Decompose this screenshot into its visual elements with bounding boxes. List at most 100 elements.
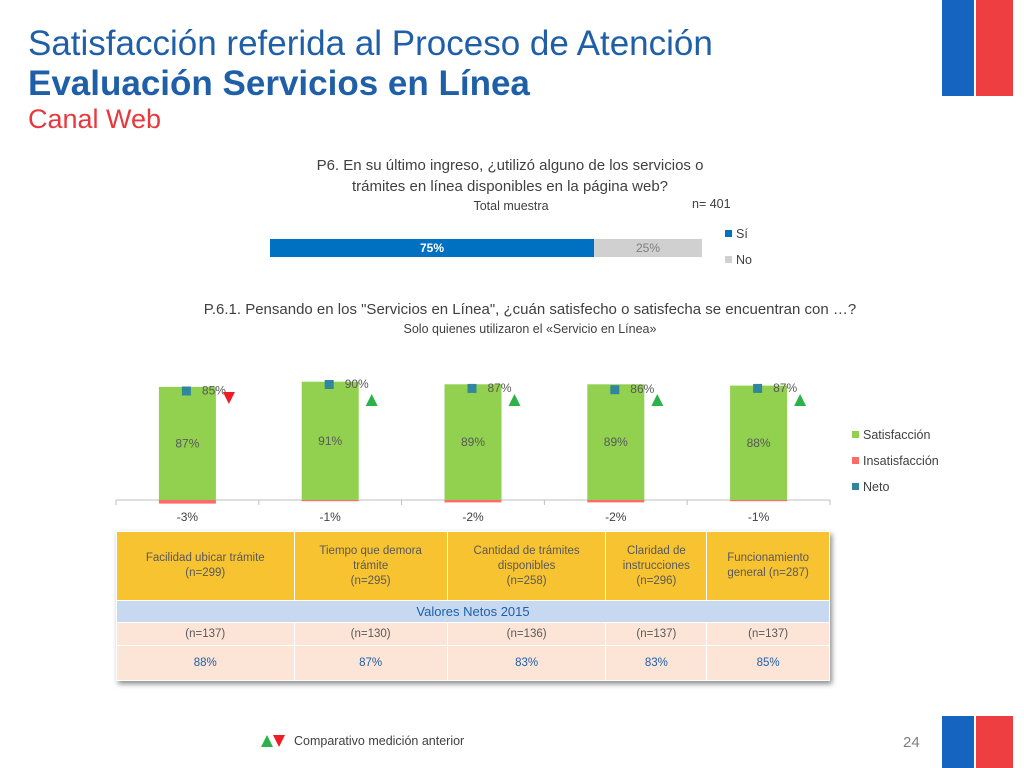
table-header-line: (n=258) [506, 574, 547, 587]
satisfaction-label: 88% [747, 436, 771, 450]
table-header-line: Facilidad ubicar trámite [145, 552, 265, 564]
neto-label: 87% [773, 381, 797, 395]
table-percent-cell: 83% [446, 645, 607, 681]
satisfaction-label: 89% [604, 435, 628, 449]
table-header-line: disponibles [497, 559, 556, 572]
insatisfaction-label: -1% [320, 510, 342, 524]
satisfaction-bar [444, 384, 502, 500]
table-header-line: Funcionamiento [727, 552, 810, 564]
table-sample-cell: (n=137) [116, 622, 295, 646]
bar-label-si: 75% [420, 241, 444, 255]
table-header-cell: Cantidad de trámites disponibles (n=258) [446, 531, 607, 601]
table-sample-cell: (n=137) [605, 622, 708, 646]
satisfaction-label: 91% [318, 434, 342, 448]
satisfaction-bar [730, 385, 788, 500]
insatisfaction-label: -1% [748, 510, 770, 524]
table-percent-cell: 83% [605, 645, 708, 681]
trend-down-icon [222, 392, 235, 404]
question1-subtitle: Total muestra [473, 199, 549, 213]
table-header-row: Facilidad ubicar trámite (n=299) Tiempo qu… [116, 531, 830, 601]
page-title: Satisfacción referida al Proceso de Aten… [28, 24, 713, 63]
legend-label-si: Sí [736, 227, 748, 241]
legend-label-no: No [736, 253, 752, 267]
question2-subtitle: Solo quienes utilizaron el «Servicio en … [403, 322, 657, 336]
satisfaction-bar [158, 386, 216, 500]
page-subtitle: Evaluación Servicios en Línea [28, 64, 530, 103]
trend-up-icon [365, 394, 378, 406]
table-header-cell: Funcionamiento general (n=287) [706, 531, 830, 601]
legend-neto-label: Neto [863, 480, 889, 494]
table-header-line: Claridad de [626, 544, 686, 557]
bar-si [270, 239, 594, 257]
flag-decoration-top-blue [942, 0, 974, 96]
legend-insatisfaccion-swatch [852, 457, 859, 464]
neto-marker [610, 385, 620, 395]
down-triangle-icon [273, 735, 285, 747]
net-values-2015-label: Valores Netos 2015 [116, 600, 830, 623]
satisfaction-label: 87% [175, 436, 199, 450]
insatisfaction-bar [301, 500, 359, 502]
insatisfaction-label: -2% [462, 510, 484, 524]
satisfaction-label: 89% [461, 435, 485, 449]
question1-sample-size: n= 401 [692, 197, 731, 211]
legend-insatisfaccion-label: Insatisfacción [863, 454, 939, 468]
table-header-line: instrucciones [622, 559, 690, 572]
table-header-cell: Facilidad ubicar trámite (n=299) [116, 531, 295, 601]
neto-label: 90% [345, 377, 369, 391]
trend-up-icon [651, 394, 664, 406]
question1-line2: trámites en línea disponibles en la pági… [351, 178, 669, 195]
insatisfaction-bar [444, 500, 502, 503]
bar-no [594, 239, 702, 257]
table-percent-cell: 88% [116, 645, 295, 681]
legend-satisfaccion-label: Satisfacción [863, 428, 930, 442]
flag-decoration-bottom-blue [942, 716, 974, 768]
neto-label: 85% [202, 384, 226, 398]
table-percent-cell: 87% [293, 645, 448, 681]
table-header-line: trámite [353, 559, 389, 572]
insatisfaction-label: -2% [605, 510, 627, 524]
question1-line1: P6. En su último ingreso, ¿utilizó algun… [316, 157, 704, 174]
neto-label: 87% [488, 381, 512, 395]
insatisfaction-bar [730, 500, 788, 502]
channel-label: Canal Web [28, 104, 162, 134]
table-header-line: (n=295) [350, 574, 391, 587]
bar-label-no: 25% [636, 241, 660, 255]
legend-swatch-si [725, 230, 732, 237]
up-triangle-icon [261, 735, 273, 747]
neto-marker [324, 380, 334, 389]
page-number: 24 [903, 734, 920, 751]
table-header-line: Tiempo que demora [319, 544, 422, 557]
table-header-line: (n=296) [636, 574, 677, 587]
table-percent-row: 88% 87% 83% 83% 85% [116, 645, 830, 681]
usage-bar-chart: 75% 25% Sí No [270, 227, 752, 267]
table-sample-row: (n=137) (n=130) (n=136) (n=137) (n=137) [116, 622, 830, 646]
neto-marker [467, 383, 477, 393]
insatisfaction-bar [158, 500, 216, 504]
table-header-cell: Tiempo que demora trámite (n=295) [293, 531, 448, 601]
net-values-table: Facilidad ubicar trámite (n=299) Tiempo qu… [116, 531, 830, 681]
satisfaction-bar [587, 384, 645, 500]
table-sample-cell: (n=130) [293, 622, 448, 646]
trend-up-icon [508, 394, 521, 406]
neto-marker [753, 383, 763, 393]
table-subheader-row: Valores Netos 2015 [116, 600, 830, 623]
table-sample-cell: (n=137) [706, 622, 830, 646]
table-header-cell: Claridad de instrucciones (n=296) [605, 531, 708, 601]
satisfaction-bar [301, 381, 359, 500]
legend-neto-swatch [852, 483, 859, 490]
trend-up-icon [794, 394, 807, 406]
flag-decoration-bottom-red [976, 716, 1013, 768]
table-header-line: (n=299) [185, 567, 226, 579]
neto-marker [181, 386, 191, 396]
insatisfaction-label: -3% [177, 510, 199, 524]
legend-satisfaccion-swatch [852, 431, 859, 438]
comparison-legend-icon [261, 735, 285, 747]
insatisfaction-bar [587, 500, 645, 503]
table-header-line: Cantidad de trámites [473, 544, 580, 557]
neto-label: 86% [630, 382, 654, 396]
question2-text: P.6.1. Pensando en los "Servicios en Lín… [203, 301, 857, 318]
legend-swatch-no [725, 256, 732, 263]
table-percent-cell: 85% [706, 645, 830, 681]
comparison-legend-text: Comparativo medición anterior [294, 734, 465, 748]
flag-decoration-top-red [976, 0, 1013, 96]
